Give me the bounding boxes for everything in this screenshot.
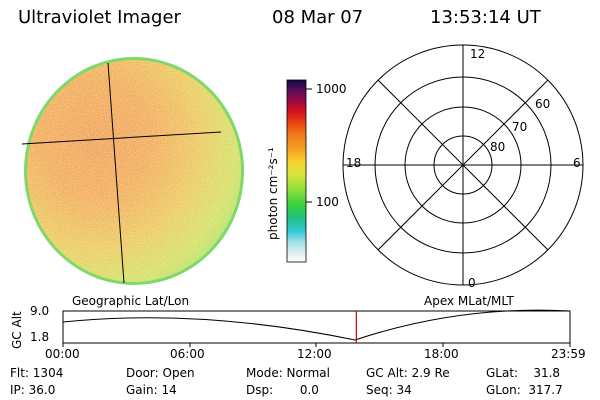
mode-value: Mode: Normal [246,366,330,380]
altitude-plot-frame [62,310,571,344]
mlat-label-60: 60 [535,97,551,111]
mlt-label-12: 12 [470,47,486,61]
x-tick-1200: 12:00 [297,347,332,361]
uv-disk-image [27,60,241,282]
x-tick-1800: 18:00 [424,347,459,361]
gc-alt-axis-title: GC Alt [10,311,24,349]
uv-image-panel [21,57,244,285]
gc-alt-value: GC Alt: 2.9 Re [366,366,450,380]
polar-line-diag-2 [377,79,549,251]
y-label-min: 1.8 [30,330,50,344]
ip-value: IP: 36.0 [10,383,56,397]
glat-value: GLat: 31.8 [486,366,561,380]
y-label-max: 9.0 [30,304,50,318]
gain-value: Gain: 14 [126,383,177,397]
glon-value: GLon: 317.7 [486,383,563,397]
x-tick-0600: 06:00 [170,347,205,361]
dsp-value: Dsp: 0.0 [246,383,319,397]
longitude-line [107,62,125,284]
colorbar-label-1000: 1000 [316,82,347,96]
geographic-title: Geographic Lat/Lon [72,294,190,308]
time-label: 13:53:14 UT [430,7,541,28]
mlat-label-80: 80 [490,140,506,154]
polar-grid [342,44,584,286]
door-status: Door: Open [126,366,195,380]
colorbar-label-100: 100 [316,195,339,209]
colorbar-unit-label: photon cm⁻²s⁻¹ [266,147,280,240]
x-tick-0000: 00:00 [45,347,80,361]
colorbar [286,79,312,263]
altitude-track-panel [62,309,571,347]
x-tick-2359: 23:59 [551,347,586,361]
mlt-label-6: 6 [573,156,581,170]
mlt-label-0: 0 [468,276,476,290]
instrument-title: Ultraviolet Imager [18,7,181,28]
altitude-curve [62,309,571,341]
colorbar-scale [286,79,307,263]
date-label: 08 Mar 07 [272,7,364,28]
flight-number: Flt: 1304 [10,366,64,380]
sequence-value: Seq: 34 [366,383,412,397]
latitude-line [21,131,222,145]
apex-title: Apex MLat/MLT [424,294,514,308]
mlt-label-18: 18 [346,156,362,170]
mlat-label-70: 70 [512,120,528,134]
